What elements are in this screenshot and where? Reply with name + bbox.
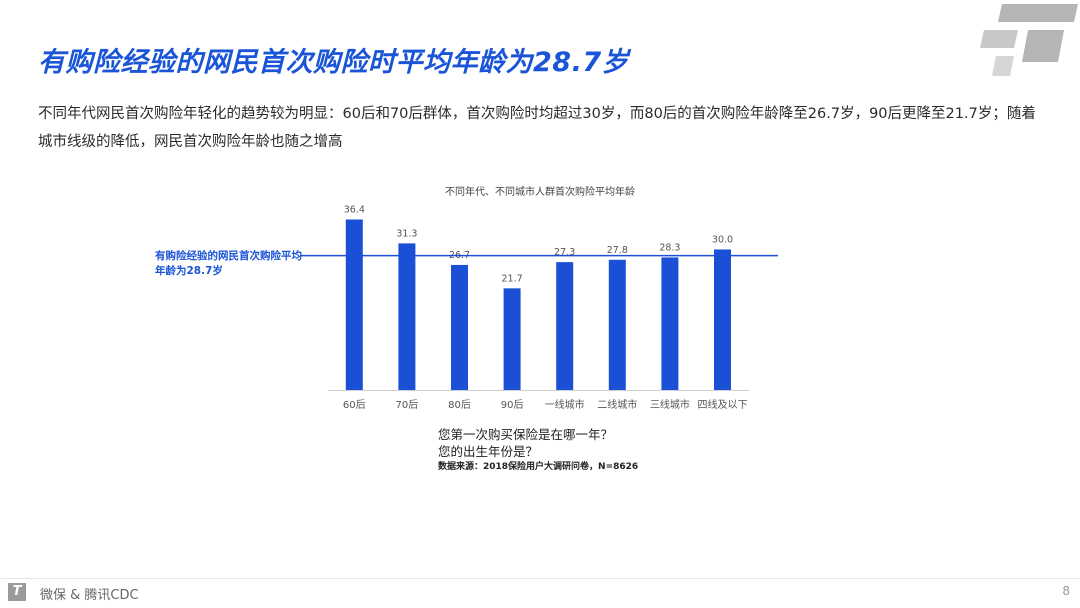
bar bbox=[398, 243, 416, 390]
bar bbox=[608, 259, 626, 390]
x-tick-label: 80后 bbox=[448, 399, 471, 411]
x-tick-label: 70后 bbox=[396, 399, 419, 411]
data-source: 数据来源：2018保险用户大调研问卷，N=8626 bbox=[438, 462, 639, 472]
brand-logo-icon bbox=[980, 4, 1078, 76]
footer-text: 微保 & 腾讯CDC bbox=[40, 588, 139, 603]
x-tick-label: 60后 bbox=[343, 399, 366, 411]
survey-question-2: 您的出生年份是？ bbox=[438, 444, 539, 459]
reference-line-label: 有购险经验的网民首次购险平均年龄为28.7岁 bbox=[155, 250, 302, 277]
x-tick-label: 二线城市 bbox=[597, 398, 637, 411]
bar bbox=[556, 262, 574, 390]
page-number: 8 bbox=[1062, 584, 1070, 598]
bar bbox=[345, 219, 363, 390]
bar bbox=[451, 264, 468, 390]
page-title: 有购险经验的网民首次购险时平均年龄为28.7岁 bbox=[38, 47, 630, 78]
chart-title: 不同年代、不同城市人群首次购险平均年龄 bbox=[445, 187, 635, 198]
data-label: 36.4 bbox=[344, 204, 365, 215]
data-label: 28.3 bbox=[659, 242, 680, 253]
x-tick-label: 90后 bbox=[501, 399, 524, 411]
footer-divider bbox=[0, 578, 1080, 579]
data-label: 21.7 bbox=[502, 273, 523, 284]
data-label: 27.8 bbox=[607, 245, 628, 256]
data-label: 31.3 bbox=[396, 228, 417, 239]
x-tick-label: 四线及以下 bbox=[698, 398, 748, 411]
bar bbox=[503, 288, 521, 390]
bar bbox=[714, 249, 731, 390]
survey-question-1: 您第一次购买保险是在哪一年？ bbox=[438, 427, 614, 442]
data-label: 30.0 bbox=[712, 234, 733, 245]
x-tick-label: 一线城市 bbox=[545, 398, 585, 411]
page-subtitle: 不同年代网民首次购险年轻化的趋势较为明显：60后和70后群体，首次购险时均超过3… bbox=[38, 106, 1036, 150]
bar bbox=[661, 257, 679, 390]
footer-logo-icon: T bbox=[8, 583, 26, 601]
x-tick-label: 三线城市 bbox=[650, 398, 690, 411]
data-label: 27.3 bbox=[554, 247, 575, 258]
